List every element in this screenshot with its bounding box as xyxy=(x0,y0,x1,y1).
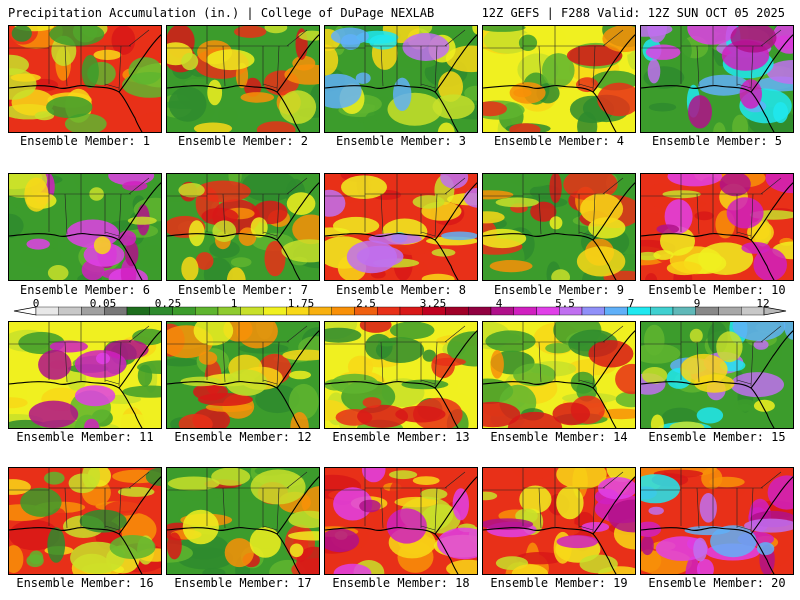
member-map-18 xyxy=(324,467,478,575)
member-caption: Ensemble Member: 7 xyxy=(177,283,309,297)
colorbar-cell xyxy=(263,306,287,316)
colorbar-cell xyxy=(126,306,150,316)
colorbar-tick-label: 3.25 xyxy=(419,297,447,310)
member-map-12 xyxy=(166,321,320,429)
colorbar-cell xyxy=(513,306,537,316)
member-caption: Ensemble Member: 19 xyxy=(490,576,628,590)
member-map-5 xyxy=(640,25,794,133)
member-map-7 xyxy=(166,173,320,281)
member-caption: Ensemble Member: 8 xyxy=(335,283,467,297)
colorbar xyxy=(13,306,787,316)
colorbar-cell xyxy=(331,306,355,316)
member-map-4 xyxy=(482,25,636,133)
colorbar-tick-label: 0.05 xyxy=(89,297,117,310)
colorbar-cell xyxy=(445,306,469,316)
member-map-14 xyxy=(482,321,636,429)
colorbar-tick-label: 7 xyxy=(627,297,635,310)
colorbar-cell xyxy=(58,306,82,316)
colorbar-cell xyxy=(468,306,492,316)
member-map-6 xyxy=(8,173,162,281)
colorbar-tick-label: 1.75 xyxy=(287,297,315,310)
member-map-10 xyxy=(640,173,794,281)
member-map-16 xyxy=(8,467,162,575)
member-caption: Ensemble Member: 9 xyxy=(493,283,625,297)
page-title: Precipitation Accumulation (in.) | Colle… xyxy=(8,6,435,20)
colorbar-tick-label: 1 xyxy=(230,297,238,310)
colorbar-tick-label: 2.5 xyxy=(356,297,376,310)
run-info: 12Z GEFS | F288 Valid: 12Z SUN OCT 05 20… xyxy=(481,6,785,20)
colorbar-tick-label: 5.5 xyxy=(555,297,575,310)
member-map-2 xyxy=(166,25,320,133)
member-caption: Ensemble Member: 1 xyxy=(19,134,151,148)
member-map-11 xyxy=(8,321,162,429)
colorbar-cell xyxy=(581,306,605,316)
member-caption: Ensemble Member: 13 xyxy=(332,430,470,444)
colorbar-right-arrow xyxy=(763,306,787,316)
colorbar-cell xyxy=(672,306,696,316)
member-map-15 xyxy=(640,321,794,429)
member-caption: Ensemble Member: 6 xyxy=(19,283,151,297)
member-map-13 xyxy=(324,321,478,429)
member-map-17 xyxy=(166,467,320,575)
colorbar-tick-label: 9 xyxy=(693,297,701,310)
colorbar-cell xyxy=(604,306,628,316)
member-caption: Ensemble Member: 12 xyxy=(174,430,312,444)
member-caption: Ensemble Member: 20 xyxy=(648,576,786,590)
member-caption: Ensemble Member: 5 xyxy=(651,134,783,148)
member-map-3 xyxy=(324,25,478,133)
colorbar-cell xyxy=(718,306,742,316)
member-caption: Ensemble Member: 4 xyxy=(493,134,625,148)
member-caption: Ensemble Member: 15 xyxy=(648,430,786,444)
member-caption: Ensemble Member: 18 xyxy=(332,576,470,590)
member-caption: Ensemble Member: 10 xyxy=(648,283,786,297)
colorbar-tick-label: 0.25 xyxy=(154,297,182,310)
colorbar-tick-label: 4 xyxy=(495,297,503,310)
member-caption: Ensemble Member: 16 xyxy=(16,576,154,590)
member-map-8 xyxy=(324,173,478,281)
colorbar-cell xyxy=(217,306,241,316)
colorbar-cell xyxy=(240,306,264,316)
colorbar-tick-label: 12 xyxy=(756,297,770,310)
member-caption: Ensemble Member: 3 xyxy=(335,134,467,148)
member-map-19 xyxy=(482,467,636,575)
member-map-20 xyxy=(640,467,794,575)
member-caption: Ensemble Member: 2 xyxy=(177,134,309,148)
member-map-9 xyxy=(482,173,636,281)
colorbar-cell xyxy=(650,306,674,316)
member-caption: Ensemble Member: 14 xyxy=(490,430,628,444)
member-caption: Ensemble Member: 11 xyxy=(16,430,154,444)
member-map-1 xyxy=(8,25,162,133)
colorbar-cell xyxy=(35,306,59,316)
colorbar-cell xyxy=(377,306,401,316)
colorbar-tick-label: 0 xyxy=(32,297,40,310)
colorbar-cell xyxy=(195,306,219,316)
member-caption: Ensemble Member: 17 xyxy=(174,576,312,590)
